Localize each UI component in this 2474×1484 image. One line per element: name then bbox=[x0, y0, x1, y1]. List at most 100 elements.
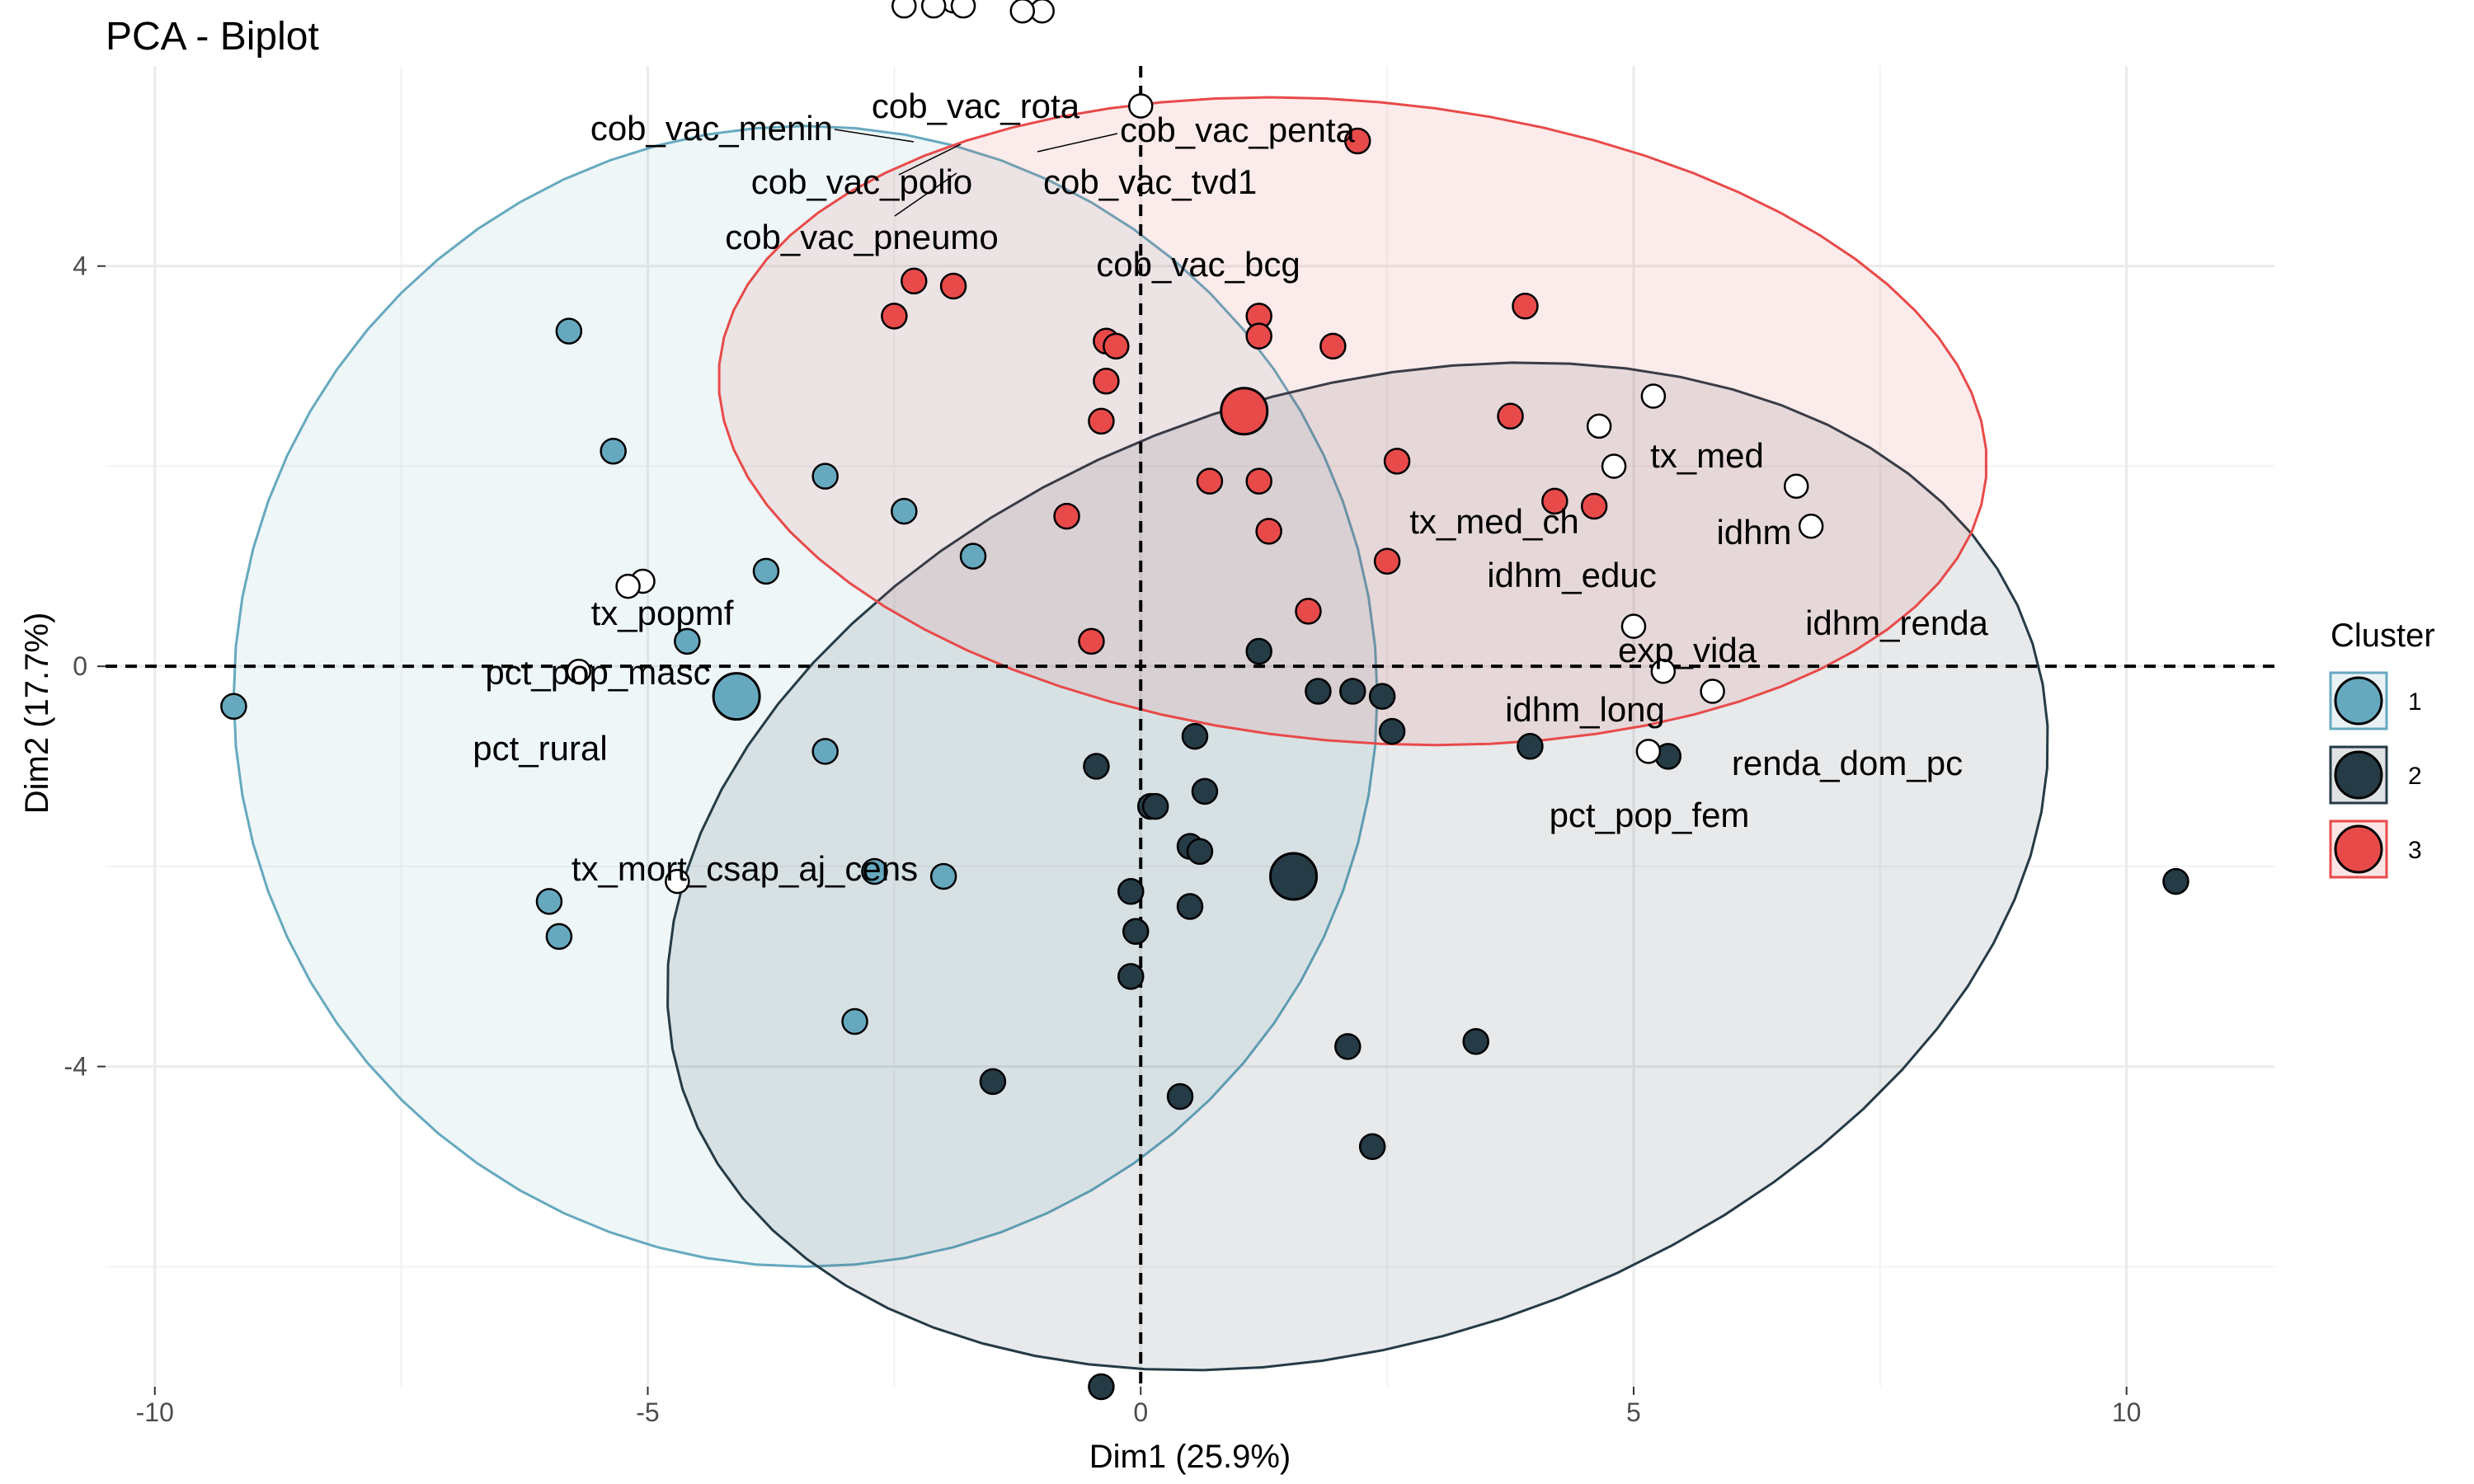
y-tick-label: -4 bbox=[64, 1052, 87, 1082]
variable-point-cob-vac-menin bbox=[891, 0, 917, 19]
point-cluster-2 bbox=[1305, 678, 1332, 705]
point-cluster-3 bbox=[1103, 332, 1130, 360]
x-axis-title: Dim1 (25.9%) bbox=[1089, 1439, 1291, 1475]
point-cluster-1 bbox=[811, 463, 839, 490]
variable-label-cob-vac-pneumo: cob_vac_pneumo bbox=[725, 218, 999, 256]
label-leader-cob-vac-pneumo bbox=[894, 172, 957, 217]
x-tick-label: 10 bbox=[2112, 1397, 2142, 1427]
variable-point-pct-rural bbox=[566, 659, 592, 684]
point-cluster-2 bbox=[1088, 1373, 1115, 1401]
point-cluster-2 bbox=[979, 1068, 1007, 1096]
variable-label-pct-rural: pct_rural bbox=[473, 729, 607, 768]
point-cluster-3 bbox=[1078, 627, 1105, 655]
point-cluster-1 bbox=[861, 857, 888, 885]
label-leader-cob-vac-penta bbox=[1037, 133, 1118, 153]
variable-point-idhm-educ bbox=[1601, 453, 1627, 479]
variable-point-idhm bbox=[1783, 473, 1809, 499]
point-cluster-2 bbox=[1334, 1033, 1362, 1060]
point-cluster-3 bbox=[1383, 448, 1411, 475]
label-leader-cob-vac-menin bbox=[834, 129, 915, 143]
point-cluster-3 bbox=[1497, 402, 1524, 430]
variable-points bbox=[566, 0, 1824, 895]
point-cluster-3 bbox=[1255, 518, 1282, 545]
point-cluster-1 bbox=[959, 542, 987, 570]
label-leader-cob-vac-polio bbox=[898, 143, 962, 176]
variable-label-tx-med-ch: tx_med_ch bbox=[1409, 502, 1578, 541]
variable-label-cob-vac-menin: cob_vac_menin bbox=[590, 109, 833, 148]
variable-label-idhm-educ: idhm_educ bbox=[1487, 556, 1656, 594]
centroid-cluster-3 bbox=[1220, 387, 1269, 436]
cluster-centroids bbox=[712, 387, 1319, 901]
point-cluster-3 bbox=[1373, 547, 1401, 575]
point-cluster-2 bbox=[1186, 838, 1214, 865]
variable-point-tx-med-ch bbox=[1586, 413, 1612, 439]
centroid-cluster-2 bbox=[1269, 852, 1319, 901]
axis-ticks: -10 -5 0 5 10 -4 0 4 bbox=[64, 251, 2142, 1427]
observation-points bbox=[220, 127, 2189, 1401]
variable-label-tx-med: tx_med bbox=[1650, 436, 1764, 475]
variable-label-cob-vac-tvd1: cob_vac_tvd1 bbox=[1043, 162, 1257, 201]
point-cluster-2 bbox=[1368, 683, 1396, 710]
variable-labels: cob_vac_menin cob_vac_rota cob_vac_pentaco… bbox=[473, 87, 1988, 888]
variable-point-cob-vac-bcg bbox=[1127, 93, 1154, 119]
point-cluster-2 bbox=[1517, 733, 1544, 760]
point-cluster-1 bbox=[811, 738, 839, 765]
point-cluster-3 bbox=[1541, 487, 1569, 515]
point-cluster-2 bbox=[1358, 1133, 1386, 1160]
legend-label-2: 2 bbox=[2408, 763, 2422, 790]
point-cluster-2 bbox=[1378, 717, 1406, 745]
point-cluster-3 bbox=[1088, 407, 1115, 435]
point-cluster-3 bbox=[1245, 322, 1272, 350]
variable-label-pct-pop-fem: pct_pop_fem bbox=[1550, 796, 1750, 834]
variable-label-cob-vac-polio: cob_vac_polio bbox=[751, 162, 973, 201]
point-cluster-2 bbox=[1122, 918, 1150, 946]
legend-label-1: 1 bbox=[2408, 688, 2422, 716]
variable-label-tx-popmf: tx_popmf bbox=[591, 594, 734, 632]
point-cluster-2 bbox=[1181, 722, 1209, 750]
variable-label-idhm-renda: idhm_renda bbox=[1805, 603, 1988, 642]
variable-point-pct-pop-masc bbox=[615, 573, 641, 599]
point-cluster-2 bbox=[1141, 792, 1169, 820]
variable-point-idhm-renda bbox=[1798, 514, 1824, 539]
point-cluster-2 bbox=[1462, 1028, 1489, 1055]
zero-lines bbox=[106, 66, 2274, 1387]
point-cluster-3 bbox=[1093, 368, 1120, 395]
legend: Cluster 1 2 3 bbox=[2329, 618, 2435, 879]
cluster-ellipse-2 bbox=[666, 361, 2049, 1372]
variable-label-exp-vida: exp_vida bbox=[1618, 631, 1757, 669]
point-cluster-2 bbox=[1245, 637, 1272, 665]
legend-title: Cluster bbox=[2331, 618, 2435, 654]
point-cluster-3 bbox=[1295, 598, 1322, 625]
y-tick-label: 4 bbox=[73, 251, 87, 281]
variable-label-renda-dom-pc: renda_dom_pc bbox=[1732, 744, 1963, 782]
variable-label-cob-vac-bcg: cob_vac_bcg bbox=[1096, 245, 1300, 284]
point-cluster-1 bbox=[545, 923, 573, 951]
point-cluster-2 bbox=[1176, 893, 1204, 920]
point-cluster-3 bbox=[901, 267, 928, 295]
variable-label-pct-pop-masc: pct_pop_masc bbox=[485, 653, 710, 692]
point-cluster-1 bbox=[752, 557, 780, 585]
point-cluster-2 bbox=[2162, 867, 2189, 895]
variable-point-cob-vac-polio bbox=[950, 0, 976, 19]
point-cluster-2 bbox=[1117, 963, 1145, 990]
point-cluster-1 bbox=[841, 1007, 868, 1036]
variable-point-exp-vida bbox=[1620, 613, 1647, 639]
y-tick-label: 0 bbox=[73, 651, 87, 681]
legend-swatch-1 bbox=[2334, 676, 2383, 726]
variable-label-idhm: idhm bbox=[1716, 513, 1791, 552]
variable-point-renda-dom-pc bbox=[1700, 679, 1725, 704]
y-axis-title: Dim2 (17.7%) bbox=[19, 613, 55, 815]
point-cluster-1 bbox=[600, 438, 627, 465]
point-cluster-3 bbox=[1580, 492, 1608, 520]
point-cluster-2 bbox=[1191, 777, 1219, 805]
variable-point-pct-pop-fem bbox=[1635, 739, 1662, 764]
cluster-ellipse-3 bbox=[717, 96, 1987, 747]
variable-point-cob-vac-tvd1 bbox=[1009, 0, 1036, 24]
point-cluster-3 bbox=[1196, 467, 1224, 495]
variable-point-tx-mort-csap-aj-cens bbox=[665, 868, 690, 895]
point-cluster-1 bbox=[929, 862, 957, 890]
point-cluster-3 bbox=[939, 272, 967, 300]
centroid-cluster-1 bbox=[712, 672, 761, 721]
x-tick-label: 0 bbox=[1133, 1397, 1148, 1427]
